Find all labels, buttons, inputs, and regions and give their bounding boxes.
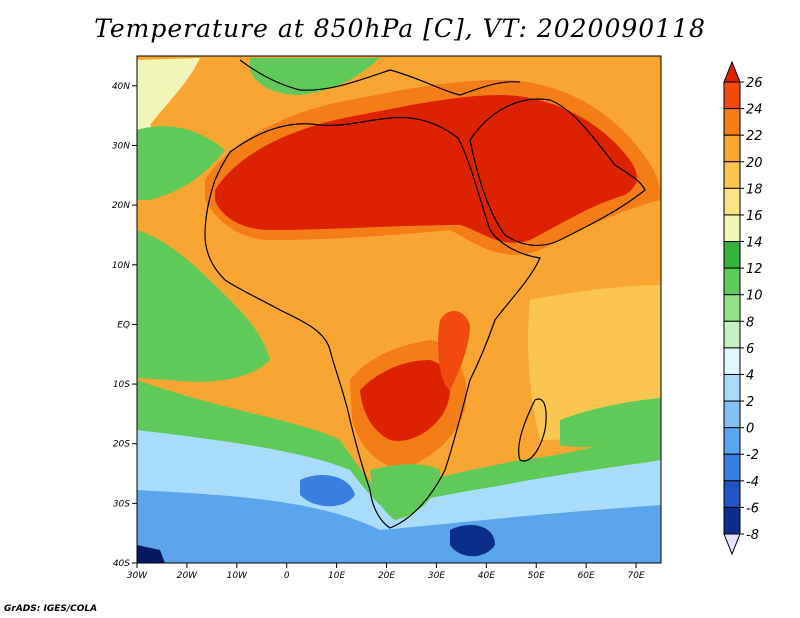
lat-tick-label: EQ [117,320,130,330]
lon-tick-label: 70E [627,571,644,581]
colorbar-segment [723,480,741,508]
colorbar-label: 24 [746,103,763,118]
lat-tick-label: 20S [113,440,130,450]
field-green-atlantic [137,230,270,382]
arabia-coastline [469,98,646,247]
map-frame [136,55,662,564]
lon-tick-label: 20W [177,571,198,581]
colorbar-segment [723,187,741,216]
lon-tick-label: 10E [328,571,345,581]
field-green-southcoast [370,464,440,520]
africa-coastline [204,116,541,529]
colorbar-segment [723,453,741,482]
colorbar-label: -6 [746,501,759,516]
field-green-northwest [137,126,225,200]
colorbar-label: -2 [746,448,759,463]
field-blue-south [137,490,661,563]
lat-tick-label: 10N [112,261,130,271]
lat-tick-label: 20N [112,201,130,211]
lat-tick-label: 40N [112,82,130,92]
colorbar-label: 10 [746,289,763,304]
colorbar-label: 16 [746,209,763,224]
colorbar-label: 6 [746,342,754,357]
lon-tick-label: 0 [284,571,290,581]
field-red-eastafrica [438,310,470,390]
chart-title: Temperature at 850hPa [C], VT: 202009011… [94,14,706,43]
colorbar-label: 0 [746,422,754,437]
colorbar-top-arrow [723,60,741,83]
coastlines [204,59,646,529]
lon-tick-label: 40E [478,571,495,581]
colorbar-segment [723,320,741,349]
colorbar-segment [723,214,741,243]
colorbar-segment [723,81,741,110]
colorbar-label: 20 [746,156,763,171]
lat-tick-label: 40S [113,559,130,569]
colorbar-segment [723,373,741,402]
field-yellow-indian [528,285,661,440]
field-paleyellow-northwest [137,58,200,180]
colorbar-bottom-arrow [723,533,741,556]
temperature-field [137,56,661,563]
field-darkblue-corner [137,545,165,563]
colorbar-label: 18 [746,182,763,197]
lat-tick-label: 10S [113,380,130,390]
colorbar-segment [723,161,741,189]
colorbar-segment [723,400,741,429]
field-green-mediterranean [250,58,380,95]
colorbar-segment [723,108,741,136]
colorbar-label: 2 [746,395,754,410]
madagascar-coastline [518,398,547,462]
lat-tick-label: 30S [113,499,130,509]
colorbar-segment [723,347,741,375]
colorbar-label: 8 [746,315,754,330]
colorbar-label: 26 [746,76,763,91]
colorbar-segment [723,134,741,163]
lon-tick-label: 10W [227,571,248,581]
colorbar-segment [723,427,741,455]
lon-tick-label: 30E [428,571,445,581]
lon-tick-label: 50E [528,571,545,581]
colorbar-label: 4 [746,368,754,383]
field-red-sahara [215,95,637,243]
lon-tick-label: 60E [578,571,595,581]
colorbar-segment [723,294,741,322]
colorbar-segment [723,241,741,269]
colorbar-label: 12 [746,262,763,277]
longitude-axis: 30W 20W 10W 0 10E 20E 30E 40E 50E 60E 70E [127,563,645,581]
colorbar-segment [723,267,741,296]
colorbar-label: 14 [746,236,763,251]
field-red-southafrica [360,360,450,441]
lon-tick-label: 20E [378,571,395,581]
latitude-axis: 40N 30N 20N 10N EQ 10S 20S 30S 40S [112,82,137,569]
colorbar-label: 22 [746,129,763,144]
lat-tick-label: 30N [112,141,130,151]
field-blue-cell [300,475,355,507]
credit-label: GrADS: IGES/COLA [4,604,98,614]
colorbar-segment [723,506,741,535]
field-green-indian [560,398,661,448]
colorbar-label: -4 [746,475,759,490]
colorbar-label: -8 [746,528,759,543]
europe-coastline [239,59,521,96]
lon-tick-label: 30W [127,571,148,581]
field-darkblue-cell [450,525,495,557]
